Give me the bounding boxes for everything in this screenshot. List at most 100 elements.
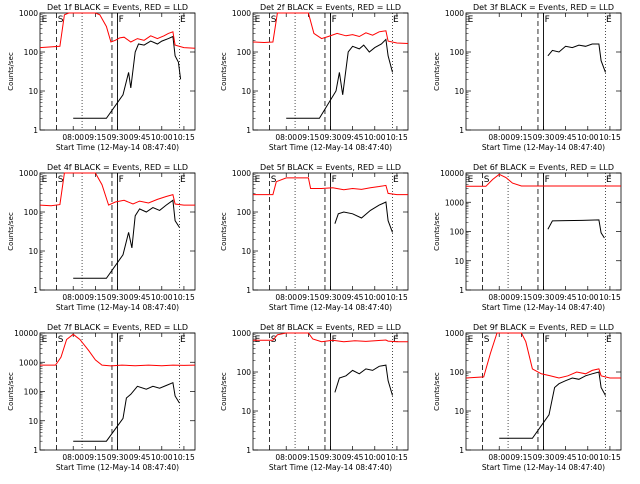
- panel-9-ytick-label: 100: [450, 368, 465, 377]
- panel-8-ytick-label: 10: [241, 407, 251, 416]
- panel-9-marker-label-f: F: [545, 335, 550, 345]
- panel-1-marker-label-s: S: [58, 15, 64, 25]
- panel-6-xlabel: Start Time (12-May-14 08:47:40): [482, 303, 605, 312]
- panel-3-series-events: [547, 43, 606, 73]
- panel-9-xtick-label: 10:15: [599, 453, 621, 462]
- panel-2-series-lld: [252, 12, 409, 44]
- panel-1-ylabel: Counts/sec: [7, 52, 15, 91]
- panel-4-ytick-label: 10: [28, 247, 38, 256]
- panel-2-ytick-label: 1: [246, 126, 251, 135]
- panel-6-ytick-label: 10000: [440, 169, 464, 178]
- panel-4-ytick-label: 1000: [19, 169, 38, 178]
- panel-4-series-lld: [39, 172, 195, 207]
- panel-5-ytick-label: 100: [237, 208, 252, 217]
- panel-1-xtick-label: 09:15: [85, 133, 107, 142]
- panel-7-ytick-label: 10: [28, 417, 38, 426]
- panel-6-ylabel: Counts/sec: [433, 212, 441, 251]
- panel-8-xtick-label: 08:00: [275, 453, 297, 462]
- panel-5-xtick-label: 09:15: [298, 293, 320, 302]
- panel-1-title: Det 1f BLACK = Events, RED = LLD: [47, 3, 188, 12]
- panel-3-ytick-label: 1000: [445, 9, 464, 18]
- panel-8-xtick-label: 09:45: [342, 453, 364, 462]
- panel-7-xtick-label: 09:45: [129, 453, 151, 462]
- panel-6-ytick-label: 1000: [445, 198, 464, 207]
- panel-3-xtick-label: 08:00: [488, 133, 510, 142]
- panel-8-marker-label-e: E: [393, 335, 399, 345]
- panel-8-xtick-label: 10:00: [364, 453, 386, 462]
- panel-2-ytick-label: 10: [241, 87, 251, 96]
- panel-2-xtick-label: 08:00: [275, 133, 297, 142]
- panel-5-ytick-label: 1000: [232, 169, 251, 178]
- panel-6-ytick-label: 10: [454, 257, 464, 266]
- panel-1-marker-label-f: F: [119, 15, 124, 25]
- panel-6-ytick-label: 1: [459, 286, 464, 295]
- panel-6-series-events: [547, 219, 605, 239]
- panel-4-ytick-label: 1: [33, 286, 38, 295]
- panel-8-xlabel: Start Time (12-May-14 08:47:40): [269, 463, 392, 472]
- panel-9-marker-label-e: E: [606, 335, 612, 345]
- panel-3-ytick-label: 10: [454, 87, 464, 96]
- panel-7-ytick-label: 100: [24, 388, 39, 397]
- panel-4-marker-label-f: F: [119, 175, 124, 185]
- panel-7-xtick-label: 08:00: [62, 453, 84, 462]
- panel-3-ylabel: Counts/sec: [433, 52, 441, 91]
- panel-3-xtick-label: 09:45: [555, 133, 577, 142]
- panel-8-title: Det 8f BLACK = Events, RED = LLD: [260, 323, 401, 332]
- panel-2-xtick-label: 09:15: [298, 133, 320, 142]
- panel-2-xlabel: Start Time (12-May-14 08:47:40): [269, 143, 392, 152]
- panel-9-xtick-label: 09:45: [555, 453, 577, 462]
- panel-2-marker-label-e: E: [255, 15, 261, 25]
- panel-3-marker-label-e: E: [606, 15, 612, 25]
- panel-3-marker-label-f: F: [545, 15, 550, 25]
- panel-6-xtick-label: 09:15: [511, 293, 533, 302]
- panel-2-marker-label-s: S: [271, 15, 277, 25]
- panel-9-ytick-label: 1: [459, 446, 464, 455]
- panel-6-marker-label-e: E: [468, 175, 474, 185]
- panel-3-title: Det 3f BLACK = Events, RED = LLD: [473, 3, 614, 12]
- panel-4-ytick-label: 100: [24, 208, 39, 217]
- panel-1-xlabel: Start Time (12-May-14 08:47:40): [56, 143, 179, 152]
- panel-6-title: Det 6f BLACK = Events, RED = LLD: [473, 163, 614, 172]
- panel-4-title: Det 4f BLACK = Events, RED = LLD: [47, 163, 188, 172]
- panel-1-xtick-label: 10:00: [151, 133, 173, 142]
- panel-5-series-events: [334, 201, 393, 233]
- panel-4-ylabel: Counts/sec: [7, 212, 15, 251]
- panel-1-series-events: [73, 35, 182, 119]
- panel-5-title: Det 5f BLACK = Events, RED = LLD: [260, 163, 401, 172]
- panel-4-marker-label-s: S: [58, 175, 64, 185]
- panel-3-xtick-label: 09:15: [511, 133, 533, 142]
- panel-1-xtick-label: 09:30: [107, 133, 129, 142]
- panel-3-ytick-label: 1: [459, 126, 464, 135]
- panel-7-xtick-label: 10:00: [151, 453, 173, 462]
- panel-2-series-events: [286, 38, 393, 119]
- panel-7-xlabel: Start Time (12-May-14 08:47:40): [56, 463, 179, 472]
- panel-9-xtick-label: 10:00: [577, 453, 599, 462]
- panel-2-xtick-label: 09:30: [320, 133, 342, 142]
- panel-1-series-lld: [39, 12, 196, 49]
- panel-9-title: Det 9f BLACK = Events, RED = LLD: [473, 323, 614, 332]
- panel-9-ytick-label: 10: [454, 407, 464, 416]
- panel-6-xtick-label: 10:15: [599, 293, 621, 302]
- panel-8-ytick-label: 100: [237, 368, 252, 377]
- panel-7-ylabel: Counts/sec: [7, 372, 15, 411]
- panel-2-title: Det 2f BLACK = Events, RED = LLD: [260, 3, 401, 12]
- panel-7-marker-label-e: E: [180, 335, 186, 345]
- panel-1-ytick-label: 10: [28, 87, 38, 96]
- panel-9-ytick-label: 1000: [445, 329, 464, 338]
- panel-2-xtick-label: 10:00: [364, 133, 386, 142]
- panel-1-marker-label-e: E: [180, 15, 186, 25]
- panel-2-ytick-label: 100: [237, 48, 252, 57]
- panel-8-xtick-label: 09:15: [298, 453, 320, 462]
- panel-5-marker-label-s: S: [271, 175, 277, 185]
- panel-5-xtick-label: 10:00: [364, 293, 386, 302]
- panel-6-xtick-label: 09:45: [555, 293, 577, 302]
- panel-5-series-lld: [253, 177, 408, 196]
- panel-6-xtick-label: 09:30: [533, 293, 555, 302]
- panel-9-ylabel: Counts/sec: [433, 372, 441, 411]
- panel-3-xtick-label: 10:15: [599, 133, 621, 142]
- panel-3-marker-label-e: E: [468, 15, 474, 25]
- panel-8-ytick-label: 1000: [232, 329, 251, 338]
- panel-9-marker-label-s: S: [484, 335, 490, 345]
- panel-5-ytick-label: 1: [246, 286, 251, 295]
- panel-1-xtick-label: 09:45: [129, 133, 151, 142]
